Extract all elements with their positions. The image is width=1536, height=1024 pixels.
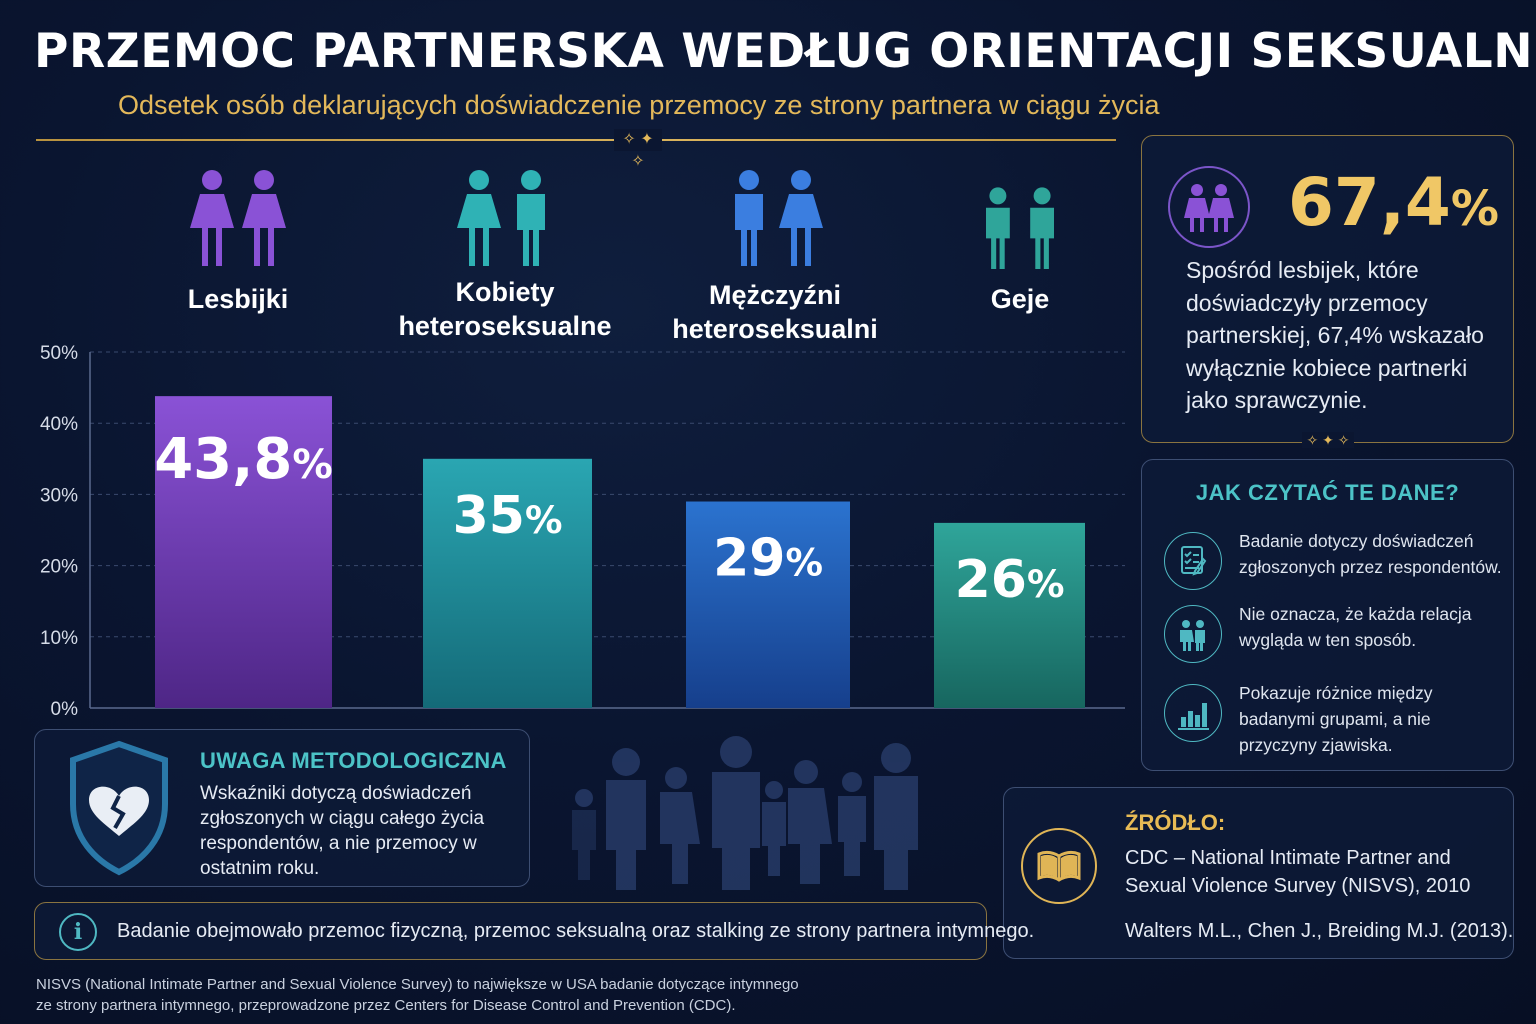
source-reference: Walters M.L., Chen J., Breiding M.J. (20…: [1125, 920, 1514, 942]
woman-man-icon: [457, 170, 545, 266]
category-label-line: Mężczyźni: [708, 280, 842, 310]
category-label-line: heteroseksualni: [672, 314, 878, 344]
how-to-read-text: Badanie dotyczy doświadczeń zgłoszonych …: [1239, 531, 1502, 577]
how-to-read-item: Badanie dotyczy doświadczeń zgłoszonych …: [1164, 528, 1504, 598]
footnote: NISVS (National Intimate Partner and Sex…: [36, 976, 799, 1014]
bar-value-label: 26%: [955, 550, 1065, 610]
bar: [934, 522, 1085, 708]
bar-value-label: 43,8%: [154, 427, 333, 492]
y-tick-label: 40%: [40, 414, 78, 435]
how-to-read-panel: JAK CZYTAĆ TE DANE? Badanie dotyczy dośw…: [1141, 459, 1514, 771]
bar-value-label: 29%: [713, 529, 823, 589]
source-panel: ŹRÓDŁO: CDC – National Intimate Partner …: [1003, 787, 1514, 959]
category-label: Geje: [890, 282, 1150, 316]
method-note-heading: UWAGA METODOLOGICZNA: [200, 748, 507, 773]
two-men-icon: [986, 187, 1054, 269]
info-icon: i: [59, 913, 97, 951]
bar: [686, 501, 850, 708]
category-label: Mężczyźni heteroseksualni: [645, 278, 905, 346]
title-divider: [36, 139, 1116, 141]
source-text: CDC – National Intimate Partner and Sexu…: [1125, 847, 1471, 897]
how-to-read-text: Pokazuje różnice między badanymi grupami…: [1239, 683, 1433, 755]
category-label: Lesbijki: [108, 282, 368, 316]
how-to-read-text: Nie oznacza, że każda relacja wygląda w …: [1239, 604, 1472, 650]
how-to-read-heading: JAK CZYTAĆ TE DANE?: [1195, 480, 1460, 505]
checklist-icon: [1164, 532, 1222, 590]
info-text: Badanie obejmowało przemoc fizyczną, prz…: [117, 920, 1035, 942]
source-heading: ŹRÓDŁO:: [1125, 810, 1226, 835]
y-tick-label: 50%: [40, 343, 78, 364]
method-note-text: Wskaźniki dotyczą doświadczeń zgłoszonyc…: [200, 783, 485, 879]
how-to-read-item: Nie oznacza, że każda relacja wygląda w …: [1164, 601, 1504, 671]
y-tick-label: 20%: [40, 557, 78, 578]
category-label-line: Kobiety: [455, 277, 555, 307]
info-bar: i Badanie obejmowało przemoc fizyczną, p…: [34, 902, 1034, 960]
category-label-line: Lesbijki: [187, 284, 289, 314]
two-women-icon: [190, 170, 286, 266]
bar: [423, 458, 592, 708]
bar-chart: 0% 10% 20% 30% 40% 50% 43,8% 35% 29% 26%: [40, 343, 1125, 720]
page-subtitle: Odsetek osób deklarujących doświadczenie…: [118, 90, 1160, 120]
two-women-circle-icon: [1168, 166, 1250, 248]
method-note-panel: UWAGA METODOLOGICZNA Wskaźniki dotyczą d…: [34, 729, 530, 887]
highlight-value: 67,4%: [1288, 164, 1499, 241]
highlight-text: Spośród lesbijek, które doświadczyły prz…: [1186, 257, 1484, 413]
people-silhouette-icon: [572, 736, 918, 890]
category-label: Kobiety heteroseksualne: [375, 275, 635, 343]
man-woman-icon: [735, 170, 823, 266]
y-tick-label: 30%: [40, 485, 78, 506]
panel-ornament-icon: ✧ ✦ ✧: [1302, 432, 1354, 448]
category-label-line: Geje: [990, 284, 1050, 314]
bar-value-label: 35%: [453, 486, 563, 546]
bar-chart-icon: [1164, 684, 1222, 742]
bar: [155, 396, 332, 708]
y-tick-label: 10%: [40, 628, 78, 649]
how-to-read-item: Pokazuje różnice między badanymi grupami…: [1164, 680, 1504, 755]
broken-heart-shield-icon: [70, 740, 168, 876]
page-title: PRZEMOC PARTNERSKA WEDŁUG ORIENTACJI SEK…: [34, 24, 1536, 79]
category-label-line: heteroseksualne: [398, 311, 612, 341]
y-tick-label: 0%: [51, 699, 79, 720]
book-icon: [1021, 828, 1097, 904]
people-icon: [1164, 605, 1222, 663]
highlight-panel: 67,4% Spośród lesbijek, które doświadczy…: [1141, 135, 1514, 448]
divider-ornament-icon: ✧ ✦ ✧: [614, 129, 662, 170]
